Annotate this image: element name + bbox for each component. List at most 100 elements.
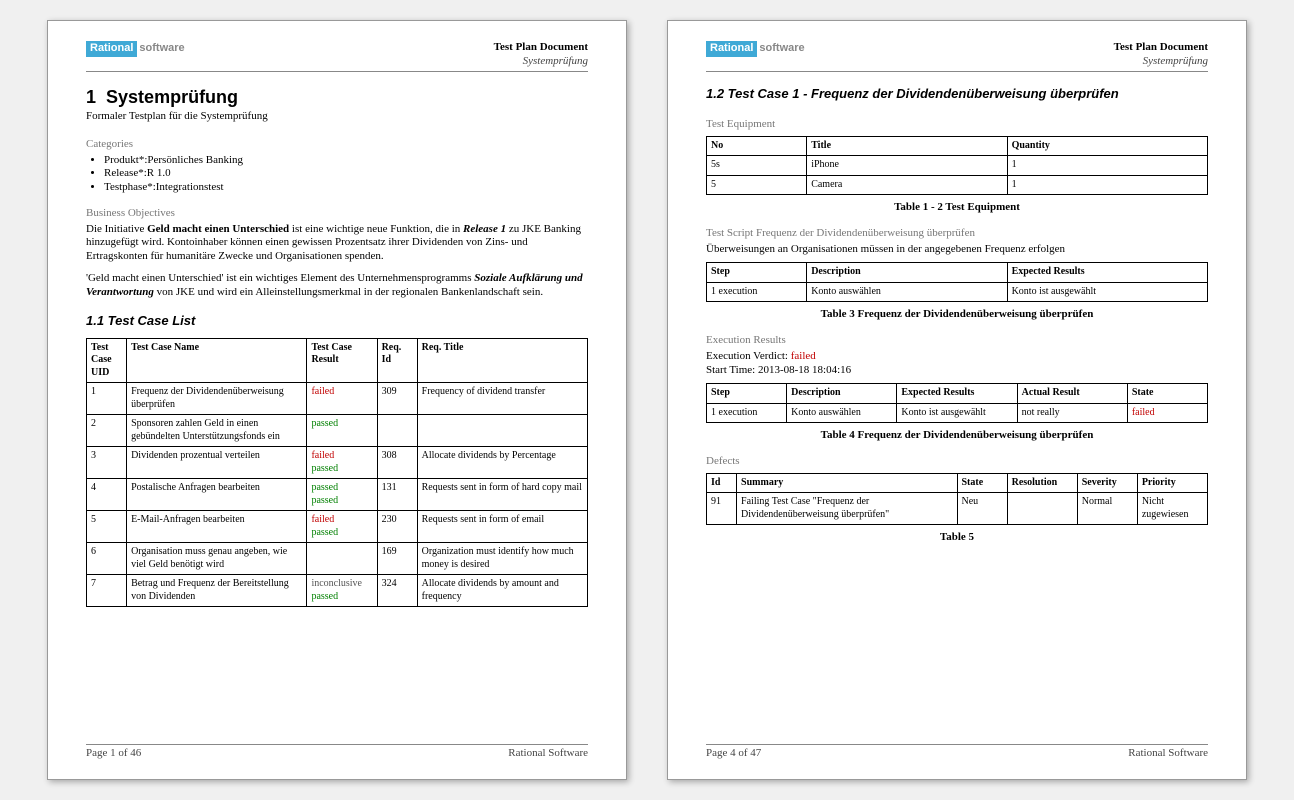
bo-paragraph-2: 'Geld macht einen Unterschied' ist ein w… bbox=[86, 272, 588, 300]
cell-uid: 4 bbox=[87, 479, 127, 511]
page-1: Rational software Test Plan Document Sys… bbox=[47, 20, 627, 780]
cell: 5 bbox=[707, 175, 807, 195]
table-row: 5siPhone1 bbox=[707, 156, 1208, 176]
header-right: Test Plan Document Systemprüfung bbox=[494, 41, 588, 69]
footer-page: Page 1 of 46 bbox=[86, 747, 141, 761]
cell: Camera bbox=[807, 175, 1007, 195]
categories-list: Produkt*:Persönliches Banking Release*:R… bbox=[104, 154, 588, 195]
result-passed: passed bbox=[311, 418, 338, 429]
cell: Normal bbox=[1077, 493, 1137, 525]
logo-right: software bbox=[139, 42, 184, 56]
cell-result: passedpassed bbox=[307, 479, 377, 511]
page-header: Rational software Test Plan Document Sys… bbox=[706, 41, 1208, 72]
cell-uid: 1 bbox=[87, 383, 127, 415]
bo-paragraph-1: Die Initiative Geld macht einen Untersch… bbox=[86, 223, 588, 264]
cell: 5s bbox=[707, 156, 807, 176]
col-header: Resolution bbox=[1007, 473, 1077, 493]
cell-req-title bbox=[417, 415, 587, 447]
result-failed: failed bbox=[1132, 407, 1155, 418]
col-header: Description bbox=[787, 384, 897, 404]
cell-uid: 3 bbox=[87, 447, 127, 479]
table-header-row: Test Case UID Test Case Name Test Case R… bbox=[87, 338, 588, 383]
doc-title: Test Plan Document bbox=[1114, 41, 1208, 55]
col-header: Title bbox=[807, 136, 1007, 156]
test-case-list-table: Test Case UID Test Case Name Test Case R… bbox=[86, 338, 588, 608]
cell-result: failed passed bbox=[307, 511, 377, 543]
page-2: Rational software Test Plan Document Sys… bbox=[667, 20, 1247, 780]
section-title: Systemprüfung bbox=[106, 87, 238, 107]
col-header: Summary bbox=[737, 473, 957, 493]
cell-name: Frequenz der Dividendenüberweisung überp… bbox=[127, 383, 307, 415]
table-header-row: Step Description Expected Results bbox=[707, 263, 1208, 283]
result-passed: passed bbox=[311, 527, 338, 538]
result-passed: passed bbox=[311, 591, 338, 602]
cell-req-id bbox=[377, 415, 417, 447]
cell: 1 execution bbox=[707, 282, 807, 302]
col-header: Id bbox=[707, 473, 737, 493]
page-footer: Page 4 of 47 Rational Software bbox=[706, 744, 1208, 761]
table-row: 5E-Mail-Anfragen bearbeitenfailedpassed2… bbox=[87, 511, 588, 543]
doc-subtitle: Systemprüfung bbox=[1114, 55, 1208, 69]
cell-req-title: Requests sent in form of email bbox=[417, 511, 587, 543]
page-header: Rational software Test Plan Document Sys… bbox=[86, 41, 588, 72]
cell: Konto auswählen bbox=[787, 403, 897, 423]
col-header: Priority bbox=[1137, 473, 1207, 493]
cell-req-id: 230 bbox=[377, 511, 417, 543]
table-header-row: Id Summary State Resolution Severity Pri… bbox=[707, 473, 1208, 493]
col-header: Description bbox=[807, 263, 1007, 283]
col-header: Step bbox=[707, 384, 787, 404]
page-footer: Page 1 of 46 Rational Software bbox=[86, 744, 588, 761]
cell-name: Sponsoren zahlen Geld in einen gebündelt… bbox=[127, 415, 307, 447]
table-row: 6Organisation muss genau angeben, wie vi… bbox=[87, 543, 588, 575]
cell: Konto ist ausgewählt bbox=[1007, 282, 1207, 302]
cell-uid: 6 bbox=[87, 543, 127, 575]
col-header: Test Case Result bbox=[307, 338, 377, 383]
cell bbox=[1007, 493, 1077, 525]
logo: Rational software bbox=[86, 41, 185, 57]
cell: Failing Test Case "Frequenz der Dividend… bbox=[737, 493, 957, 525]
logo-left: Rational bbox=[706, 41, 757, 57]
table-header-row: No Title Quantity bbox=[707, 136, 1208, 156]
defects-table: Id Summary State Resolution Severity Pri… bbox=[706, 473, 1208, 526]
execution-results-table: Step Description Expected Results Actual… bbox=[706, 383, 1208, 423]
execution-start-time: Start Time: 2013-08-18 18:04:16 bbox=[706, 364, 1208, 378]
table-row: 1Frequenz der Dividendenüberweisung über… bbox=[87, 383, 588, 415]
col-header: State bbox=[957, 473, 1007, 493]
cell-result bbox=[307, 543, 377, 575]
col-header: Test Case Name bbox=[127, 338, 307, 383]
categories-label: Categories bbox=[86, 138, 588, 152]
result-failed: failed bbox=[311, 386, 334, 397]
test-script-label: Test Script Frequenz der Dividendenüberw… bbox=[706, 227, 1208, 241]
cell-name: Betrag und Frequenz der Bereitstellung v… bbox=[127, 575, 307, 607]
result-passed: passed bbox=[311, 482, 338, 493]
table-row: 4Postalische Anfragen bearbeitenpassedpa… bbox=[87, 479, 588, 511]
section-subtitle: Formaler Testplan für die Systemprüfung bbox=[86, 110, 588, 124]
execution-verdict: failed bbox=[791, 350, 816, 362]
table-header-row: Step Description Expected Results Actual… bbox=[707, 384, 1208, 404]
doc-title: Test Plan Document bbox=[494, 41, 588, 55]
col-header: Actual Result bbox=[1017, 384, 1127, 404]
result-failed: failed bbox=[311, 514, 334, 525]
cell: Konto ist ausgewählt bbox=[897, 403, 1017, 423]
footer-page: Page 4 of 47 bbox=[706, 747, 761, 761]
footer-brand: Rational Software bbox=[1128, 747, 1208, 761]
list-item: Release*:R 1.0 bbox=[104, 167, 588, 181]
cell-name: Dividenden prozentual verteilen bbox=[127, 447, 307, 479]
list-item: Produkt*:Persönliches Banking bbox=[104, 154, 588, 168]
section-heading: 1 Systemprüfung bbox=[86, 86, 588, 109]
test-script-table: Step Description Expected Results 1 exec… bbox=[706, 262, 1208, 302]
execution-verdict-line: Execution Verdict: failed bbox=[706, 350, 1208, 364]
equipment-label: Test Equipment bbox=[706, 118, 1208, 132]
cell: failed bbox=[1127, 403, 1207, 423]
col-header: No bbox=[707, 136, 807, 156]
defects-label: Defects bbox=[706, 455, 1208, 469]
execution-results-label: Execution Results bbox=[706, 334, 1208, 348]
cell-req-title: Allocate dividends by amount and frequen… bbox=[417, 575, 587, 607]
cell-req-id: 169 bbox=[377, 543, 417, 575]
cell: 1 bbox=[1007, 156, 1207, 176]
result-inconclusive: inconclusive bbox=[311, 578, 362, 589]
cell: Neu bbox=[957, 493, 1007, 525]
cell: Nicht zugewiesen bbox=[1137, 493, 1207, 525]
table-caption: Table 5 bbox=[706, 531, 1208, 545]
subsection-heading: 1.2 Test Case 1 - Frequenz der Dividende… bbox=[706, 86, 1208, 102]
